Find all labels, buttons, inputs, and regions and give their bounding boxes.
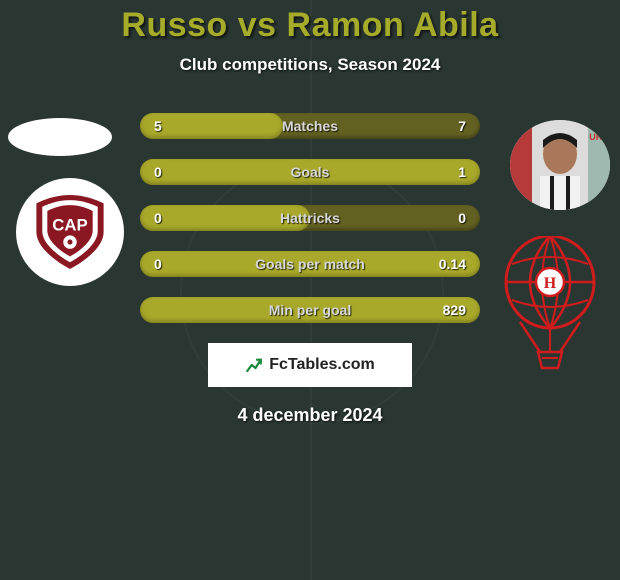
comparison-bars: 5Matches70Goals10Hattricks00Goals per ma… — [140, 113, 480, 323]
svg-text:URA: URA — [589, 132, 609, 142]
bar-label: Min per goal — [140, 297, 480, 323]
source-badge-text: FcTables.com — [269, 356, 375, 374]
huracan-balloon-icon: H — [500, 236, 600, 372]
title-vs: vs — [238, 6, 277, 44]
bar-right-value: 829 — [443, 297, 466, 323]
svg-text:H: H — [544, 275, 557, 292]
player2-avatar: URA — [510, 120, 610, 210]
player1-club-crest: CAP — [16, 178, 124, 286]
growth-chart-icon — [245, 356, 263, 374]
bar-label: Matches — [140, 113, 480, 139]
player1-avatar — [8, 118, 112, 156]
title-player2: Ramon Abila — [287, 6, 499, 44]
page-title: Russo vs Ramon Abila — [0, 0, 620, 45]
player-photo-icon: URA — [510, 120, 610, 210]
bar-right-value: 0 — [458, 205, 466, 231]
source-badge: FcTables.com — [208, 343, 412, 387]
bar-label: Hattricks — [140, 205, 480, 231]
bar-row: 0Goals per match0.14 — [140, 251, 480, 277]
card: Russo vs Ramon Abila Club competitions, … — [0, 0, 620, 580]
svg-text:CAP: CAP — [52, 215, 87, 234]
player2-club-crest: H — [500, 236, 600, 372]
subtitle: Club competitions, Season 2024 — [0, 55, 620, 75]
title-player1: Russo — [121, 6, 227, 44]
bar-right-value: 1 — [458, 159, 466, 185]
cap-shield-icon: CAP — [28, 190, 112, 274]
bar-row: 0Goals1 — [140, 159, 480, 185]
bar-row: 5Matches7 — [140, 113, 480, 139]
date-text: 4 december 2024 — [0, 405, 620, 426]
bar-row: Min per goal829 — [140, 297, 480, 323]
bar-label: Goals — [140, 159, 480, 185]
bar-label: Goals per match — [140, 251, 480, 277]
bar-row: 0Hattricks0 — [140, 205, 480, 231]
bar-right-value: 0.14 — [439, 251, 466, 277]
bar-right-value: 7 — [458, 113, 466, 139]
